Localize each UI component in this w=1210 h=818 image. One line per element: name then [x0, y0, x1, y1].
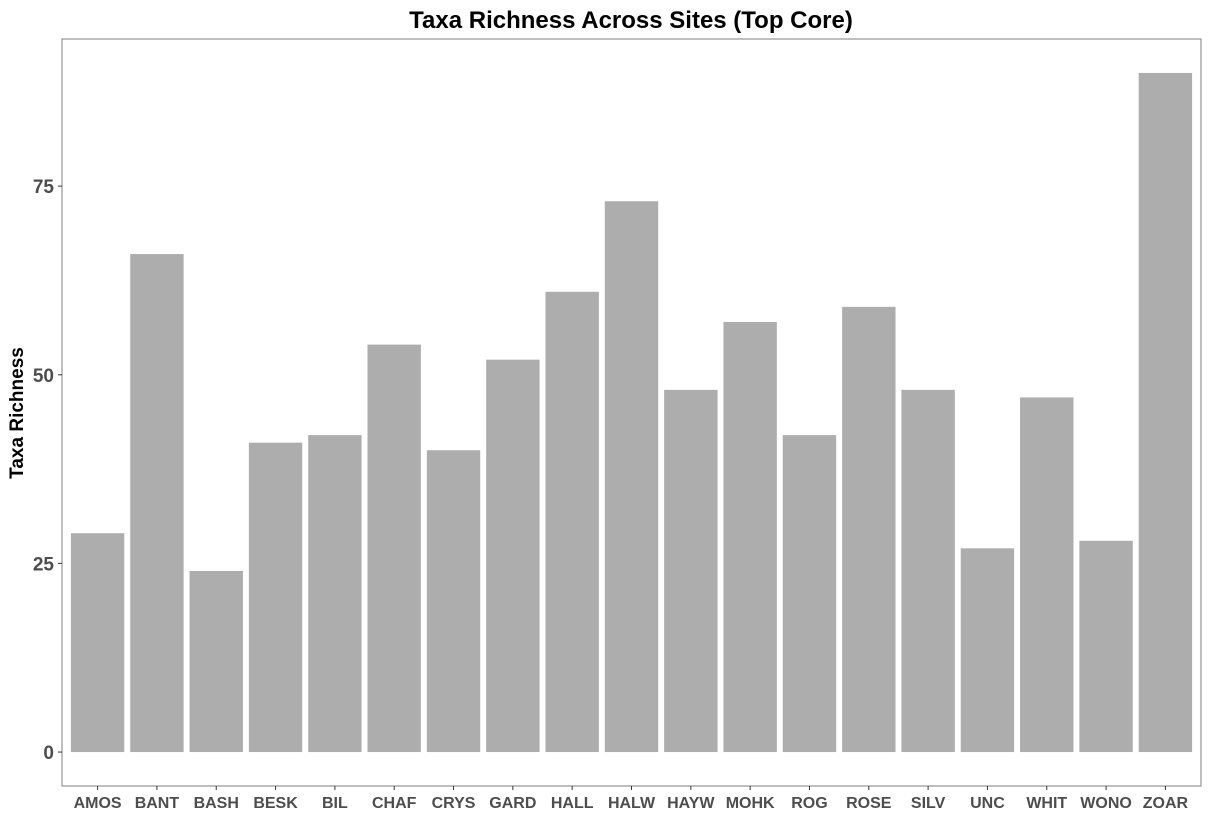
bar-bash: [189, 570, 243, 753]
x-tick-label: CHAF: [372, 795, 417, 812]
x-tick-label: WHIT: [1026, 795, 1067, 812]
y-tick-label: 25: [33, 554, 55, 575]
x-tick-label: ROG: [791, 795, 827, 812]
bar-bil: [308, 435, 362, 753]
bar-hall: [545, 291, 599, 753]
x-axis: AMOS BANT BASH BESK BIL CHAF CRYS GARD HALL HALW H…: [74, 786, 1189, 812]
bar-whit: [1020, 397, 1074, 753]
x-tick-label: UNC: [970, 795, 1005, 812]
y-axis: 0 25 50 75: [33, 177, 62, 764]
bar-zoar: [1138, 72, 1193, 753]
x-tick-label: MOHK: [726, 795, 775, 812]
x-tick-label: AMOS: [74, 795, 122, 812]
x-tick-label: BESK: [253, 795, 298, 812]
y-tick-label: 0: [43, 743, 54, 764]
x-tick-label: CRYS: [432, 795, 476, 812]
bar-crys: [426, 450, 481, 753]
bar-gard: [486, 359, 540, 753]
x-tick-label: ZOAR: [1143, 795, 1189, 812]
bar-besk: [248, 442, 303, 753]
x-tick-label: HALW: [608, 795, 656, 812]
bar-mohk: [723, 321, 777, 753]
x-tick-label: ROSE: [846, 795, 892, 812]
x-tick-label: HAYW: [667, 795, 715, 812]
bar-unc: [960, 548, 1015, 753]
bar-silv: [901, 389, 955, 753]
y-axis-title: Taxa Richness: [7, 347, 28, 479]
bar-hayw: [664, 389, 718, 753]
bar-bant: [130, 254, 184, 753]
bar-chaf: [367, 344, 421, 753]
y-tick-label: 50: [33, 366, 54, 387]
x-tick-label: BASH: [194, 795, 239, 812]
bar-rose: [842, 306, 896, 753]
bar-rog: [782, 435, 837, 753]
bars-group: [70, 72, 1193, 753]
x-tick-label: WONO: [1080, 795, 1132, 812]
bar-wono: [1079, 540, 1133, 753]
bar-amos: [70, 533, 125, 753]
y-tick-label: 75: [33, 177, 55, 198]
x-tick-label: GARD: [489, 795, 536, 812]
x-tick-label: HALL: [551, 795, 594, 812]
x-tick-label: BIL: [322, 795, 348, 812]
bar-halw: [604, 201, 659, 753]
x-tick-label: SILV: [911, 795, 946, 812]
chart-title: Taxa Richness Across Sites (Top Core): [409, 7, 853, 34]
x-tick-label: BANT: [135, 795, 180, 812]
